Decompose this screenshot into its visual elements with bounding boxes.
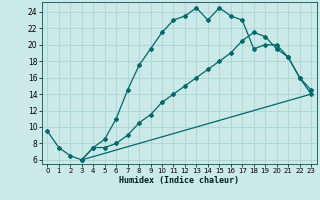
X-axis label: Humidex (Indice chaleur): Humidex (Indice chaleur) bbox=[119, 176, 239, 185]
